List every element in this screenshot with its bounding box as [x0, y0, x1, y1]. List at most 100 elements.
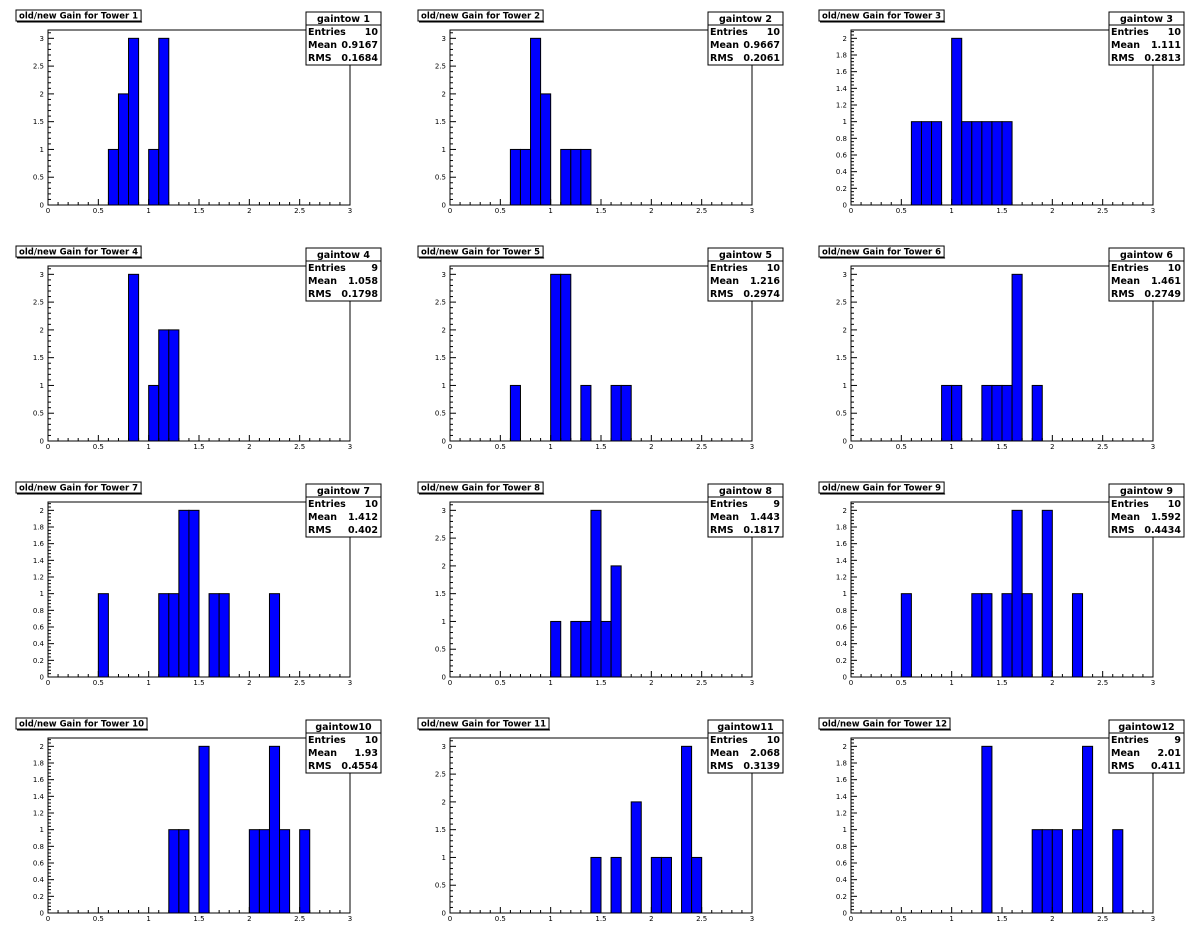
- y-tick-label: 1: [843, 382, 847, 390]
- y-tick-label: 2: [442, 326, 446, 334]
- stats-rms-label: RMS: [308, 53, 332, 64]
- x-tick-label: 0.5: [495, 679, 506, 687]
- x-tick-label: 2: [1050, 915, 1054, 923]
- histogram-panel: old/new Gain for Tower 4 0 0.5 1 1.5 2 2.5 3 0 0.…: [15, 245, 382, 451]
- plot-frame: [449, 265, 753, 442]
- stats-rms-label: RMS: [710, 761, 734, 772]
- y-tick-label: 1.8: [836, 52, 847, 60]
- stats-box: [1108, 11, 1185, 66]
- histogram-bar: [941, 384, 953, 442]
- stats-name: gaintow12: [1118, 722, 1174, 733]
- x-tick-label: 2: [649, 443, 653, 451]
- histogram-bar: [560, 273, 572, 442]
- histogram-title: old/new Gain for Tower 5: [421, 248, 540, 258]
- x-tick-label: 0.5: [896, 443, 907, 451]
- x-tick-label: 3: [1151, 207, 1155, 215]
- histogram-bar: [981, 593, 993, 678]
- histogram-bar: [268, 593, 281, 678]
- x-tick-label: 0: [448, 679, 452, 687]
- histogram-panel: old/new Gain for Tower 9 0 0.5 1 1.5 2 2.5 3 0 0.…: [818, 481, 1185, 687]
- histogram-bar: [128, 273, 140, 442]
- title-box: [818, 245, 945, 258]
- y-tick-label: 0.2: [33, 657, 44, 665]
- stats-rms-label: RMS: [1111, 525, 1135, 536]
- x-tick-label: 2: [247, 443, 251, 451]
- histogram-bar: [580, 620, 592, 678]
- x-tick-label: 0.5: [93, 443, 104, 451]
- title-box: [818, 717, 951, 730]
- histogram-bar: [158, 329, 170, 442]
- x-tick-label: 1.5: [193, 443, 204, 451]
- y-tick-label: 1.8: [836, 524, 847, 532]
- stats-mean-label: Mean: [710, 40, 739, 51]
- stats-rms-label: RMS: [710, 53, 734, 64]
- y-tick-label: 1.2: [33, 574, 44, 582]
- histogram-bar: [600, 620, 612, 678]
- y-tick-label: 2.5: [435, 535, 446, 543]
- histogram-bar: [610, 565, 622, 678]
- title-box: [15, 481, 142, 494]
- stats-mean-label: Mean: [1111, 512, 1140, 523]
- histogram-bar: [258, 829, 270, 914]
- histogram-bar: [580, 384, 592, 442]
- x-tick-label: 2.5: [1097, 443, 1108, 451]
- y-tick-label: 1.5: [33, 118, 44, 126]
- y-tick-label: 0: [843, 674, 847, 682]
- y-tick-label: 1: [40, 590, 44, 598]
- y-tick-label: 0: [843, 438, 847, 446]
- y-tick-label: 0: [442, 910, 446, 918]
- histogram-bar: [1031, 384, 1043, 442]
- histogram-bar: [248, 829, 260, 914]
- x-tick-label: 3: [1151, 679, 1155, 687]
- x-tick-label: 2: [649, 915, 653, 923]
- stats-box: [1108, 719, 1185, 774]
- y-tick-label: 3: [442, 35, 446, 43]
- histogram-bar: [570, 620, 582, 678]
- x-tick-label: 0: [849, 915, 853, 923]
- x-tick-label: 1: [949, 915, 953, 923]
- y-tick-label: 1.5: [435, 118, 446, 126]
- stats-rms-label: RMS: [710, 289, 734, 300]
- stats-rms-value: 0.2061: [743, 53, 780, 64]
- x-tick-label: 0.5: [93, 207, 104, 215]
- histogram-bar: [1021, 593, 1033, 678]
- y-tick-label: 1: [40, 382, 44, 390]
- stats-mean-value: 1.93: [355, 748, 378, 759]
- y-tick-label: 2: [442, 798, 446, 806]
- histogram-title: old/new Gain for Tower 9: [822, 484, 941, 494]
- stats-mean-label: Mean: [308, 276, 337, 287]
- plot-frame: [449, 29, 753, 206]
- histogram-bar: [981, 745, 993, 914]
- histogram-panel: old/new Gain for Tower 11 0 0.5 1 1.5 2 2.5 3 0 0…: [417, 717, 784, 923]
- histogram-bar: [1041, 829, 1053, 914]
- x-tick-label: 2: [1050, 443, 1054, 451]
- y-tick-label: 0.5: [435, 882, 446, 890]
- y-tick-label: 1.8: [33, 524, 44, 532]
- stats-entries-label: Entries: [308, 735, 346, 746]
- x-tick-label: 2: [649, 679, 653, 687]
- stats-box: [707, 247, 784, 302]
- x-tick-label: 0: [46, 679, 50, 687]
- y-tick-label: 2.5: [435, 299, 446, 307]
- x-tick-label: 1.5: [193, 207, 204, 215]
- x-tick-label: 2.5: [1097, 679, 1108, 687]
- histogram-title: old/new Gain for Tower 7: [19, 484, 138, 494]
- y-tick-label: 0.2: [836, 893, 847, 901]
- stats-box: [305, 483, 382, 538]
- stats-box: [305, 247, 382, 302]
- histogram-title: old/new Gain for Tower 1: [19, 12, 138, 22]
- histogram-title: old/new Gain for Tower 3: [822, 12, 941, 22]
- stats-rms-value: 0.2974: [743, 289, 780, 300]
- y-tick-label: 1: [40, 146, 44, 154]
- stats-entries-value: 10: [1168, 263, 1182, 274]
- stats-mean-value: 0.9667: [743, 40, 780, 51]
- y-tick-label: 0: [843, 202, 847, 210]
- stats-entries-label: Entries: [1111, 263, 1149, 274]
- stats-name: gaintow 7: [317, 486, 370, 497]
- histogram-bar: [650, 856, 662, 914]
- y-tick-label: 0.6: [836, 624, 848, 632]
- stats-mean-label: Mean: [1111, 748, 1140, 759]
- y-tick-label: 1.6: [836, 776, 848, 784]
- y-tick-label: 1.4: [33, 793, 45, 801]
- stats-box: [707, 11, 784, 66]
